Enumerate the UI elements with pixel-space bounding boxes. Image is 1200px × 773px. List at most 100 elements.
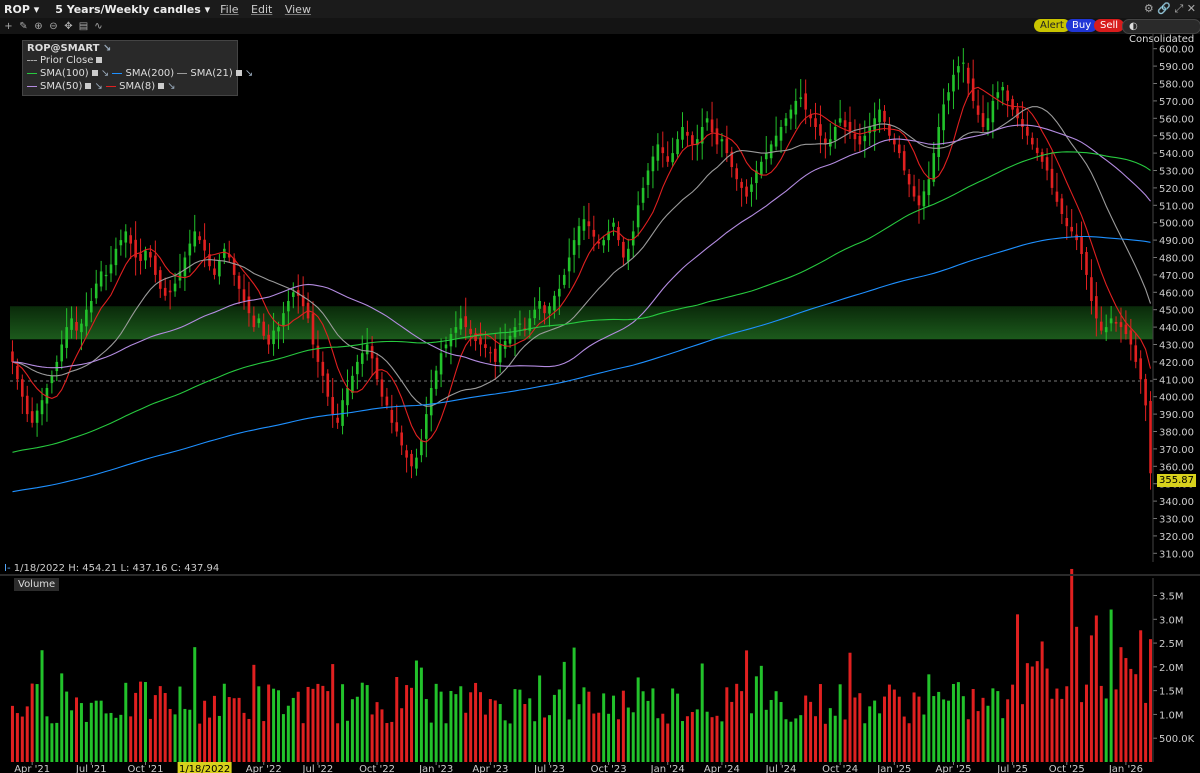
candle-body bbox=[400, 432, 403, 446]
candle-body bbox=[710, 119, 714, 133]
volume-bar bbox=[562, 661, 566, 762]
candle-body bbox=[873, 118, 876, 132]
settings-icon[interactable]: ⚙ bbox=[1143, 2, 1154, 15]
alert-button[interactable]: Alert bbox=[1034, 19, 1070, 32]
candle-body bbox=[94, 283, 98, 299]
price-tick-label: 530.00 bbox=[1159, 167, 1194, 178]
move-icon[interactable]: ✥ bbox=[64, 20, 73, 32]
candle-body bbox=[878, 109, 881, 123]
candle-body bbox=[942, 104, 945, 131]
volume-bar bbox=[188, 709, 192, 762]
candle-body bbox=[1080, 236, 1083, 255]
time-tick-label: Apr '25 bbox=[935, 764, 971, 773]
candle-body bbox=[70, 318, 73, 330]
sell-button[interactable]: Sell bbox=[1094, 19, 1125, 32]
volume-bar bbox=[769, 699, 773, 762]
checkbox-icon[interactable] bbox=[96, 57, 103, 63]
volume-bar bbox=[193, 647, 197, 762]
link-icon[interactable]: 🔗 bbox=[1157, 2, 1171, 15]
volume-bar bbox=[897, 696, 901, 762]
volume-bar bbox=[715, 715, 719, 762]
volume-bar bbox=[892, 689, 896, 762]
volume-bar bbox=[651, 688, 655, 762]
volume-bar bbox=[543, 717, 547, 762]
candle-body bbox=[425, 414, 428, 439]
symbol-selector[interactable]: ROP ▾ bbox=[4, 2, 40, 16]
crosshair-icon[interactable]: + bbox=[4, 20, 13, 32]
candle-body bbox=[1055, 191, 1059, 202]
checkbox-icon[interactable] bbox=[91, 70, 98, 76]
volume-bar bbox=[759, 665, 763, 762]
volume-bar bbox=[858, 693, 862, 762]
candle-body bbox=[567, 257, 571, 272]
candle-body bbox=[30, 411, 34, 423]
volume-bar bbox=[676, 693, 680, 762]
volume-bar bbox=[878, 713, 882, 762]
candle-body bbox=[700, 127, 704, 144]
checkbox-icon[interactable] bbox=[235, 70, 242, 76]
volume-bar bbox=[20, 716, 24, 762]
volume-bar bbox=[932, 696, 936, 762]
candle-body bbox=[962, 62, 965, 64]
zoom-in-icon[interactable]: ⊕ bbox=[34, 20, 43, 32]
checkbox-icon[interactable] bbox=[85, 83, 92, 89]
volume-bar bbox=[843, 719, 847, 762]
volume-bar bbox=[252, 664, 256, 762]
symbol-text: ROP bbox=[4, 2, 30, 16]
volume-bar bbox=[577, 704, 581, 762]
volume-bar bbox=[336, 723, 340, 762]
menu-file[interactable]: File bbox=[220, 2, 239, 16]
volume-bar bbox=[538, 675, 542, 762]
volume-bar bbox=[735, 683, 739, 762]
cursor-icon: I- bbox=[4, 563, 11, 574]
close-icon[interactable]: ✕ bbox=[1186, 2, 1196, 15]
checkbox-icon[interactable] bbox=[158, 83, 165, 89]
volume-bar bbox=[493, 700, 497, 762]
candle-body bbox=[843, 120, 847, 127]
volume-bar bbox=[602, 693, 606, 762]
candle-body bbox=[50, 375, 54, 384]
indicator-icon[interactable]: ∿ bbox=[94, 20, 103, 32]
candle-body bbox=[513, 327, 517, 338]
volume-bar bbox=[55, 722, 59, 762]
zoom-out-icon[interactable]: ⊖ bbox=[49, 20, 58, 32]
candle-body bbox=[1075, 234, 1078, 241]
volume-bar bbox=[148, 718, 152, 762]
volume-bar bbox=[809, 701, 813, 762]
menu-edit[interactable]: Edit bbox=[251, 2, 273, 16]
volume-bar bbox=[301, 723, 305, 762]
volume-bar bbox=[419, 667, 423, 762]
candle-body bbox=[508, 335, 512, 344]
volume-bar bbox=[942, 699, 946, 762]
candle-body bbox=[173, 283, 177, 292]
buy-button[interactable]: Buy bbox=[1066, 19, 1098, 32]
candle-body bbox=[198, 236, 201, 241]
maximize-icon[interactable]: ⤢ bbox=[1174, 2, 1184, 15]
chart-type-icon[interactable]: ▤ bbox=[78, 20, 89, 32]
volume-bar bbox=[754, 676, 758, 762]
menu-view[interactable]: View bbox=[284, 2, 311, 16]
draw-icon[interactable]: ✎ bbox=[19, 20, 28, 32]
candle-body bbox=[163, 287, 167, 296]
legend[interactable]: ROP@SMART ↘ Prior Close SMA(100) ↘ SMA(2… bbox=[22, 40, 253, 96]
candle-body bbox=[838, 118, 842, 123]
pane-divider[interactable] bbox=[0, 574, 1200, 576]
candle-body bbox=[912, 186, 916, 197]
candle-body bbox=[1104, 327, 1108, 333]
candle-body bbox=[296, 290, 300, 296]
candle-body bbox=[365, 344, 369, 355]
volume-bar bbox=[429, 722, 433, 762]
candle-body bbox=[144, 250, 147, 261]
volume-bar bbox=[410, 687, 414, 762]
candle-body bbox=[316, 345, 320, 362]
consolidated-button[interactable]: ◐ Consolidated bbox=[1122, 19, 1200, 45]
period-selector[interactable]: 5 Years/Weekly candles ▾ bbox=[55, 2, 211, 16]
candle-body bbox=[1070, 226, 1074, 232]
volume-bar bbox=[355, 696, 359, 762]
volume-bar bbox=[784, 719, 788, 762]
volume-bar bbox=[272, 688, 276, 762]
volume-bar bbox=[823, 723, 827, 762]
price-tick-label: 360.00 bbox=[1159, 462, 1194, 473]
time-tick-label: Oct '21 bbox=[128, 764, 164, 773]
